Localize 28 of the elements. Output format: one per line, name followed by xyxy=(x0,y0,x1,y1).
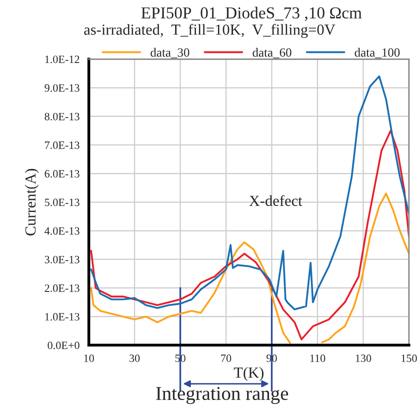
x-tick-label: 10 xyxy=(84,354,94,362)
legend-label: data_30 xyxy=(150,48,190,58)
y-tick-label: 4.0E-13 xyxy=(44,227,80,235)
legend-label: data_100 xyxy=(354,48,400,58)
y-tick-label: 9.0E-13 xyxy=(44,84,80,92)
text: Integration range xyxy=(156,386,288,404)
x-tick-label: 70 xyxy=(221,354,232,362)
annotation: X-defect xyxy=(249,195,302,206)
x-axis-title: T(K) xyxy=(234,367,264,381)
y-axis-title: Current(A) xyxy=(24,168,39,236)
x-tick-label: 110 xyxy=(310,354,326,362)
x-tick-label: 130 xyxy=(356,354,372,362)
y-tick-label: 3.0E-13 xyxy=(44,256,80,264)
y-tick-label: 1.0E-12 xyxy=(45,56,80,64)
y-tick-label: 2.0E-13 xyxy=(44,284,80,292)
legend-label: data_60 xyxy=(252,48,292,58)
line-series xyxy=(90,75,409,310)
x-tick-label: 150 xyxy=(402,354,417,362)
y-tick-label: 0.0E+0 xyxy=(48,342,80,350)
y-tick-label: 1.0E-13 xyxy=(45,313,80,321)
chart-title: EPI50P_01_DiodeS_73 ,10 Ωcm xyxy=(141,6,362,21)
y-tick-label: 7.0E-13 xyxy=(45,141,80,149)
chart-subtitle: as-irradiated, T_fill=10K, V_filling=0V xyxy=(84,24,336,38)
y-tick-label: 8.0E-13 xyxy=(44,112,80,120)
y-tick-label: 5.0E-13 xyxy=(44,198,80,206)
y-tick-label: 6.0E-13 xyxy=(44,170,80,178)
line-series xyxy=(90,130,409,340)
x-tick-label: 30 xyxy=(130,354,140,362)
